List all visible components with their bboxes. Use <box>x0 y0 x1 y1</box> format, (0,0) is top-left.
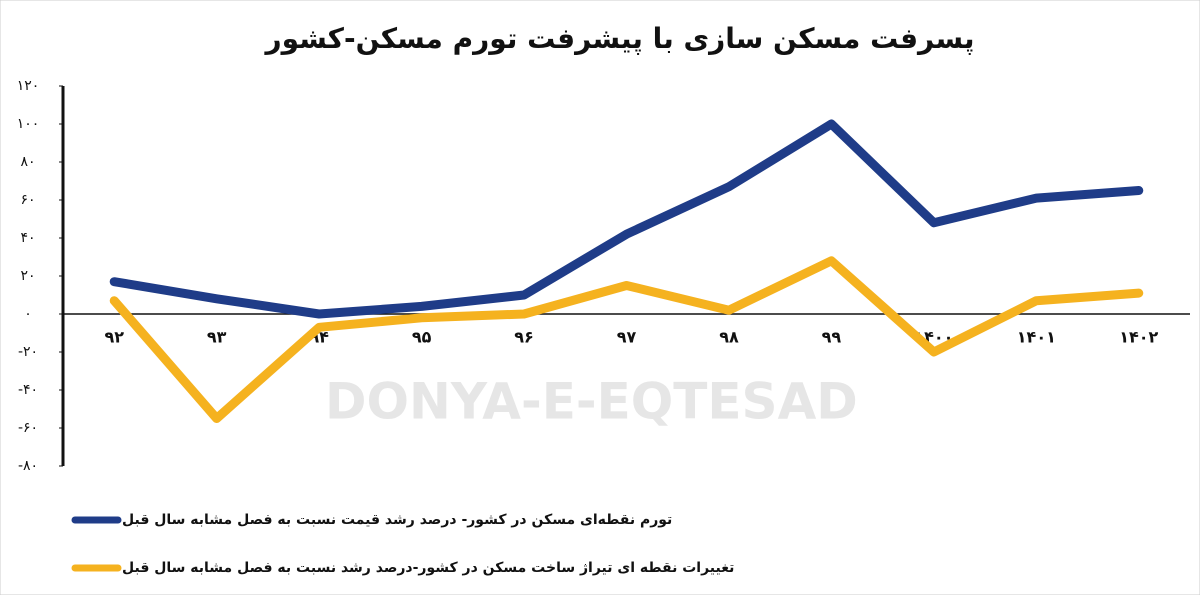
x-tick-label: ۹۹ <box>822 328 842 347</box>
x-tick-label: ۹۳ <box>207 328 227 347</box>
y-tick-label: ۴۰ <box>20 230 35 246</box>
y-tick-label: -۶۰ <box>18 420 38 436</box>
y-tick-label: ۸۰ <box>20 154 35 170</box>
x-tick-label: ۹۲ <box>104 328 124 347</box>
watermark: DONYA-E-EQTESAD <box>325 373 858 431</box>
x-tick-label: ۹۷ <box>617 328 637 347</box>
y-tick-label: -۲۰ <box>18 344 38 360</box>
y-tick-label: ۱۰۰ <box>17 116 40 132</box>
x-tick-label: ۹۸ <box>719 328 739 347</box>
y-tick-label: ۲۰ <box>20 268 35 284</box>
legend-label: تغییرات نقطه ای تیراژ ساخت مسکن در کشور-… <box>122 560 734 576</box>
x-tick-label: ۱۴۰۱ <box>1017 328 1056 347</box>
y-tick-label: -۴۰ <box>18 382 38 398</box>
y-tick-label: ۰ <box>24 306 32 322</box>
chart-title: پسرفت مسکن سازی با پیشرفت تورم مسکن-کشور <box>264 22 975 55</box>
y-tick-label: ۱۲۰ <box>17 78 40 94</box>
y-tick-label: -۸۰ <box>18 458 38 474</box>
series-line <box>109 256 1144 423</box>
legend-label: تورم نقطه‌ای مسکن در کشور- درصد رشد قیمت… <box>122 512 672 528</box>
x-tick-label: ۱۴۰۲ <box>1119 328 1158 347</box>
x-tick-label: ۹۵ <box>412 328 432 347</box>
series-line <box>109 119 1144 319</box>
y-tick-label: ۶۰ <box>20 192 35 208</box>
x-tick-label: ۹۶ <box>514 328 534 347</box>
